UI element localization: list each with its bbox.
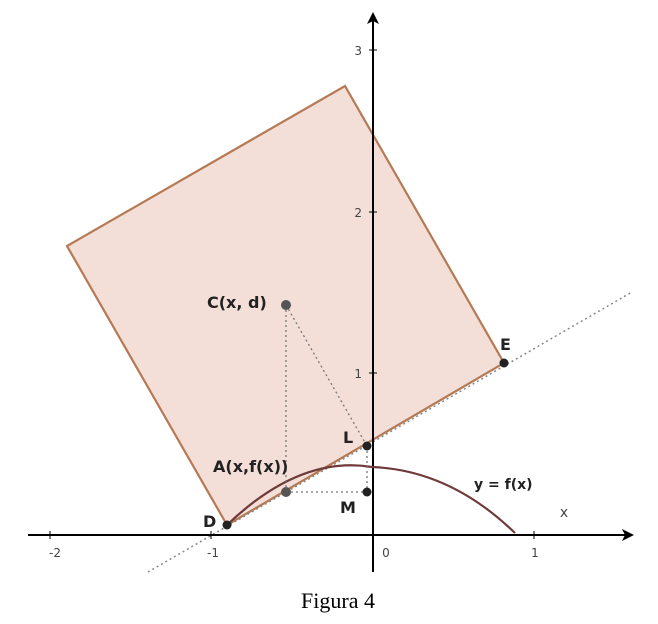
point-label: E [500, 335, 511, 354]
point-c [281, 300, 291, 310]
x-axis-label: x [560, 505, 568, 521]
point-label: A(x,f(x)) [213, 457, 288, 476]
caption: Figura 4 [301, 588, 375, 613]
curve-label: y = f(x) [474, 477, 533, 493]
point-e [499, 358, 509, 368]
point-label: M [340, 498, 356, 517]
y-tick-label: 2 [354, 206, 362, 220]
curve [226, 464, 516, 534]
y-tick-label: 1 [354, 367, 362, 381]
ticks [49, 49, 535, 539]
point-d [222, 520, 232, 530]
point-l [362, 441, 372, 451]
point-label: L [343, 428, 353, 447]
x-tick-label: 0 [382, 546, 390, 560]
point-m [362, 487, 372, 497]
x-tick-label: -2 [49, 546, 61, 560]
point-a [281, 487, 291, 497]
x-tick-label: 1 [531, 546, 539, 560]
y-tick-label: 3 [354, 44, 362, 58]
construction-lines [285, 304, 368, 493]
point-label: D [203, 512, 216, 531]
point-label: C(x, d) [207, 293, 267, 312]
x-tick-label: -1 [207, 546, 219, 560]
tangent-line [147, 291, 633, 573]
